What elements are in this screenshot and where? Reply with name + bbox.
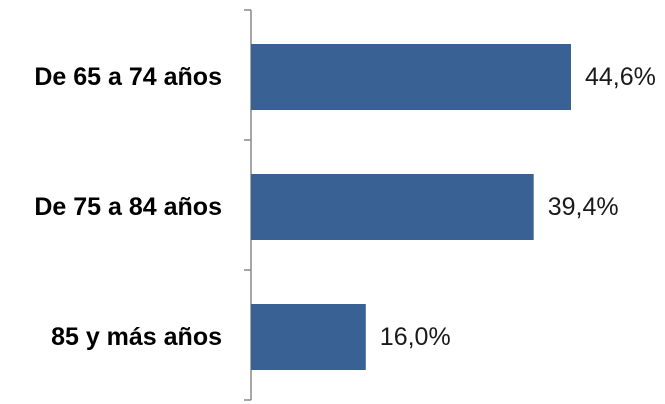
category-label: 85 y más años bbox=[51, 323, 222, 351]
bars-group: De 65 a 74 años 44,6% De 75 a 84 años 39,4%… bbox=[34, 44, 656, 370]
bar bbox=[251, 44, 571, 110]
category-label: De 75 a 84 años bbox=[34, 193, 222, 221]
value-label: 16,0% bbox=[380, 323, 451, 351]
value-label: 44,6% bbox=[585, 63, 656, 91]
bar bbox=[251, 304, 366, 370]
value-label: 39,4% bbox=[548, 193, 619, 221]
bar bbox=[251, 174, 534, 240]
category-label: De 65 a 74 años bbox=[34, 63, 222, 91]
